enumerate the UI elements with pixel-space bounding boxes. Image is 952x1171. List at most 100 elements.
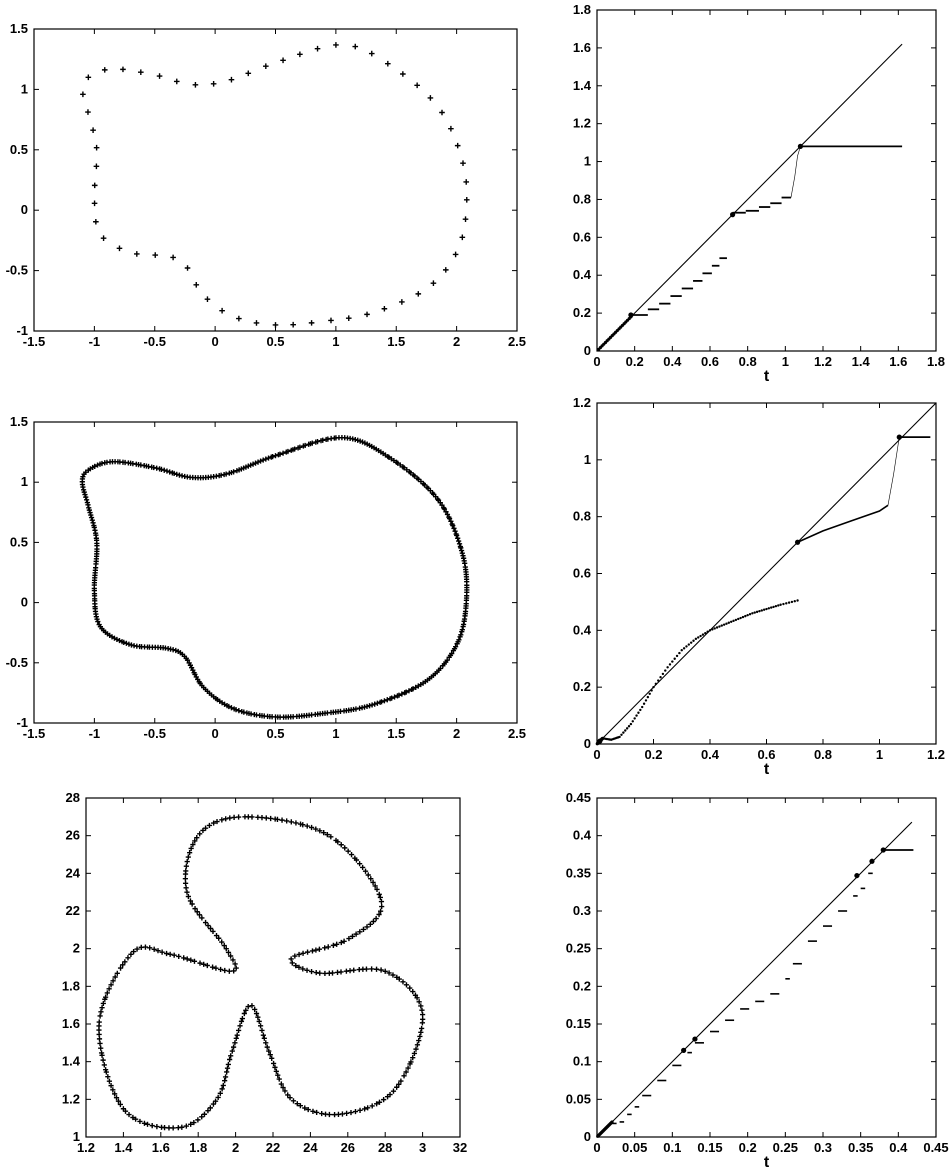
data-point xyxy=(456,538,462,544)
y-tick-label: 1.5 xyxy=(10,414,28,429)
data-point xyxy=(294,1101,300,1107)
data-point xyxy=(191,958,198,964)
x-tick-label: 1 xyxy=(332,726,339,741)
data-point xyxy=(410,988,416,995)
data-point xyxy=(443,509,449,515)
data-point xyxy=(310,1108,316,1114)
y-tick-label: -0.5 xyxy=(6,263,28,278)
data-point xyxy=(200,827,206,834)
data-point xyxy=(404,467,410,473)
data-point xyxy=(402,690,408,696)
data-point xyxy=(228,1053,234,1059)
data-point xyxy=(185,854,191,860)
x-tick-label: 0.15 xyxy=(697,1140,722,1155)
trajectory-point xyxy=(697,636,700,639)
data-point xyxy=(96,1019,102,1025)
trajectory-point xyxy=(737,617,740,621)
y-tick-label: 1.8 xyxy=(62,978,80,993)
data-point xyxy=(147,945,153,951)
trajectory-point xyxy=(770,606,773,609)
data-point xyxy=(225,1061,231,1068)
x-tick-label: 0.6 xyxy=(757,747,775,762)
data-point xyxy=(263,63,269,69)
data-point xyxy=(368,876,374,882)
x-tick-label: 1.5 xyxy=(387,726,405,741)
x-tick-label: 0 xyxy=(593,1140,600,1155)
x-tick-label: 1.4 xyxy=(114,1140,133,1155)
data-point xyxy=(231,968,237,974)
data-point xyxy=(173,647,179,654)
data-point xyxy=(378,898,385,905)
data-point xyxy=(314,439,321,445)
x-tick-label: 2.5 xyxy=(508,726,526,741)
data-point xyxy=(204,296,211,303)
data-point xyxy=(243,1007,249,1013)
data-point xyxy=(229,1048,235,1054)
data-point xyxy=(233,965,239,971)
data-point xyxy=(154,465,160,471)
x-tick-label: 24 xyxy=(303,1140,318,1155)
data-point xyxy=(357,705,363,711)
x-tick-label: 28 xyxy=(378,1140,392,1155)
trajectory-point xyxy=(687,643,691,646)
data-point xyxy=(416,1038,422,1044)
data-point xyxy=(348,1109,354,1116)
y-tick-label: -0.5 xyxy=(6,655,28,670)
data-point xyxy=(128,951,134,957)
data-point xyxy=(290,321,296,328)
x-tick-label: 32 xyxy=(453,1140,467,1155)
trajectory-point xyxy=(641,705,644,709)
data-point xyxy=(232,1040,238,1046)
data-point xyxy=(120,962,126,968)
event-marker xyxy=(797,143,804,149)
x-tick-label: 0.8 xyxy=(814,747,832,762)
data-point xyxy=(376,1099,383,1105)
data-point xyxy=(410,1055,416,1061)
chart-1: -1.5 -1 -0.5 0 0.5 1 1.5 2 2.5-1-0.500.511.5 xyxy=(6,21,526,349)
y-tick-label: 0 xyxy=(584,1129,591,1144)
data-point xyxy=(90,127,96,133)
trajectory-point xyxy=(689,641,693,644)
event-marker xyxy=(896,434,902,440)
data-point xyxy=(463,179,470,185)
data-point xyxy=(151,946,157,952)
data-point xyxy=(260,1032,266,1038)
data-point xyxy=(317,828,323,834)
trajectory-point xyxy=(711,628,714,631)
data-point xyxy=(176,472,183,478)
data-point xyxy=(108,1083,114,1089)
x-tick-label: 0.3 xyxy=(814,1140,832,1155)
data-point xyxy=(155,948,161,954)
data-point xyxy=(126,1111,132,1118)
data-point xyxy=(167,951,173,957)
data-point xyxy=(448,518,454,524)
trajectory-point xyxy=(774,604,778,608)
data-point xyxy=(390,972,396,978)
event-marker xyxy=(730,212,736,218)
x-tick-label: 2 xyxy=(232,1140,239,1155)
data-point xyxy=(197,831,203,837)
data-point xyxy=(407,985,413,991)
data-point xyxy=(249,814,255,820)
data-point xyxy=(399,299,405,305)
data-point xyxy=(268,815,274,822)
data-point xyxy=(210,81,217,87)
data-point xyxy=(390,1088,397,1094)
data-point xyxy=(290,1098,297,1104)
data-point xyxy=(269,1055,275,1061)
x-tick-label: 0.2 xyxy=(626,354,644,369)
y-tick-label: 0 xyxy=(584,343,591,358)
event-marker xyxy=(880,847,886,853)
data-point xyxy=(333,42,339,48)
trajectory-point xyxy=(760,609,763,612)
x-tick-label: -0.5 xyxy=(144,726,166,741)
data-point xyxy=(183,885,189,891)
data-point xyxy=(463,197,470,203)
data-point xyxy=(98,1009,104,1015)
data-point xyxy=(364,924,370,930)
y-tick-label: 1.2 xyxy=(573,116,591,131)
data-point xyxy=(91,200,98,207)
trajectory-point xyxy=(767,607,771,610)
x-tick-label: 1.5 xyxy=(387,334,405,349)
data-point xyxy=(213,965,219,971)
